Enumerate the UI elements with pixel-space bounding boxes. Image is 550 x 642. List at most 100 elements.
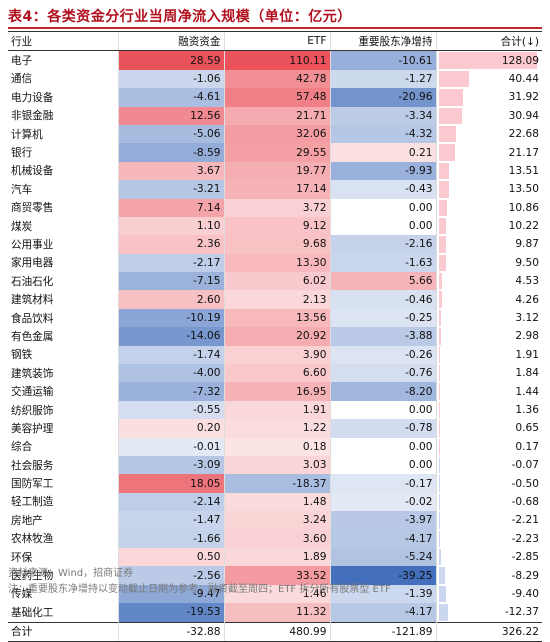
cell-total: 1.84 bbox=[436, 364, 542, 382]
cell-major-shareholder: -0.46 bbox=[330, 290, 436, 308]
total-bar bbox=[439, 108, 463, 124]
header-industry: 行业 bbox=[8, 32, 118, 51]
cell-total: 1.36 bbox=[436, 401, 542, 419]
cell-total: 10.86 bbox=[436, 199, 542, 217]
total-value: 128.09 bbox=[502, 55, 539, 67]
table-title: 表4：各类资金分行业当周净流入规模（单位：亿元） bbox=[8, 7, 352, 27]
total-value: 13.51 bbox=[509, 165, 539, 177]
total-bar bbox=[439, 310, 441, 326]
total-bar bbox=[439, 512, 441, 528]
cell-industry: 家用电器 bbox=[8, 254, 118, 272]
total-value: 3.12 bbox=[515, 312, 539, 324]
total-bar bbox=[439, 89, 463, 105]
title-rule bbox=[8, 27, 542, 29]
cell-etf: 2.13 bbox=[224, 290, 330, 308]
cell-major-shareholder: -0.78 bbox=[330, 419, 436, 437]
cell-industry: 汽车 bbox=[8, 180, 118, 198]
cell-major-shareholder: -1.27 bbox=[330, 70, 436, 88]
cell-total: 0.65 bbox=[436, 419, 542, 437]
total-value: 13.50 bbox=[509, 183, 539, 195]
cell-industry: 银行 bbox=[8, 143, 118, 161]
cell-margin-financing: -1.06 bbox=[118, 70, 224, 88]
total-bar bbox=[439, 383, 440, 399]
total-value: 1.91 bbox=[515, 349, 539, 361]
total-value: 1.36 bbox=[515, 404, 539, 416]
cell-etf: 57.48 bbox=[224, 88, 330, 106]
cell-total: 9.50 bbox=[436, 254, 542, 272]
total-value: -8.29 bbox=[512, 570, 539, 582]
cell-total: 40.44 bbox=[436, 70, 542, 88]
cell-major-shareholder: -0.02 bbox=[330, 493, 436, 511]
cell-major-shareholder: 0.00 bbox=[330, 401, 436, 419]
cell-margin-financing: 28.59 bbox=[118, 51, 224, 70]
total-bar bbox=[439, 494, 440, 510]
total-value: -2.23 bbox=[512, 533, 539, 545]
sum-etf: 480.99 bbox=[224, 622, 330, 641]
total-bar bbox=[439, 402, 440, 418]
cell-margin-financing: 0.50 bbox=[118, 548, 224, 566]
cell-margin-financing: -1.74 bbox=[118, 346, 224, 364]
cell-etf: 20.92 bbox=[224, 327, 330, 345]
cell-major-shareholder: -5.24 bbox=[330, 548, 436, 566]
cell-industry: 机械设备 bbox=[8, 162, 118, 180]
cell-major-shareholder: 5.66 bbox=[330, 272, 436, 290]
cell-margin-financing: -1.47 bbox=[118, 511, 224, 529]
total-bar bbox=[439, 144, 455, 160]
cell-total: -0.50 bbox=[436, 474, 542, 492]
cell-major-shareholder: -0.43 bbox=[330, 180, 436, 198]
cell-etf: 1.22 bbox=[224, 419, 330, 437]
cell-margin-financing: -10.19 bbox=[118, 309, 224, 327]
cell-total: -8.29 bbox=[436, 566, 542, 584]
cell-margin-financing: 2.60 bbox=[118, 290, 224, 308]
cell-etf: 1.89 bbox=[224, 548, 330, 566]
footnote: 注：重要股东净增持以变动截止日期为参考；融资截至周四；ETF 拆分所有股票型 E… bbox=[8, 582, 391, 598]
cell-major-shareholder: -3.97 bbox=[330, 511, 436, 529]
cell-industry: 房地产 bbox=[8, 511, 118, 529]
cell-etf: 3.60 bbox=[224, 530, 330, 548]
cell-total: -9.40 bbox=[436, 585, 542, 603]
cell-etf: 42.78 bbox=[224, 70, 330, 88]
cell-margin-financing: -1.66 bbox=[118, 530, 224, 548]
cell-total: 1.44 bbox=[436, 382, 542, 400]
header-row: 行业 融资资金 ETF 重要股东净增持 合计(↓) bbox=[8, 32, 542, 51]
cell-industry: 美容护理 bbox=[8, 419, 118, 437]
cell-industry: 公用事业 bbox=[8, 235, 118, 253]
total-bar bbox=[439, 181, 449, 197]
total-value: -2.85 bbox=[512, 551, 539, 563]
cell-industry: 煤炭 bbox=[8, 217, 118, 235]
cell-industry: 交通运输 bbox=[8, 382, 118, 400]
cell-etf: 3.72 bbox=[224, 199, 330, 217]
cell-industry: 食品饮料 bbox=[8, 309, 118, 327]
total-bar bbox=[439, 200, 447, 216]
cell-major-shareholder: 0.21 bbox=[330, 143, 436, 161]
cell-margin-financing: 1.10 bbox=[118, 217, 224, 235]
cell-industry: 通信 bbox=[8, 70, 118, 88]
cell-margin-financing: -5.06 bbox=[118, 125, 224, 143]
total-value: 4.53 bbox=[515, 275, 539, 287]
total-value: -0.07 bbox=[512, 459, 539, 471]
header-major-shareholder: 重要股东净增持 bbox=[330, 32, 436, 51]
total-bar bbox=[439, 420, 440, 436]
cell-etf: 110.11 bbox=[224, 51, 330, 70]
cell-total: -12.37 bbox=[436, 603, 542, 622]
cell-margin-financing: -2.14 bbox=[118, 493, 224, 511]
cell-etf: 29.55 bbox=[224, 143, 330, 161]
cell-major-shareholder: -2.16 bbox=[330, 235, 436, 253]
cell-industry: 建筑材料 bbox=[8, 290, 118, 308]
cell-industry: 纺织服饰 bbox=[8, 401, 118, 419]
